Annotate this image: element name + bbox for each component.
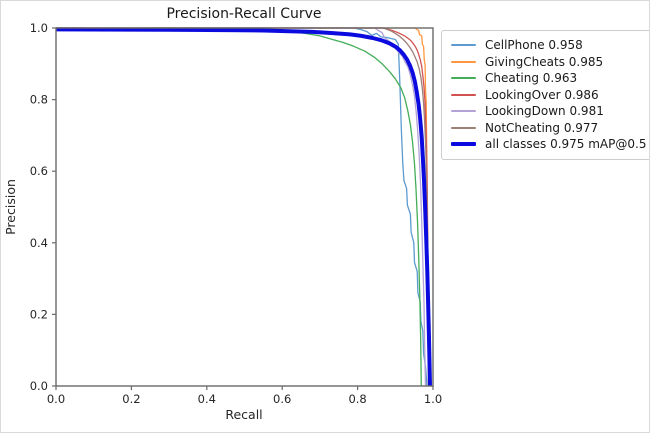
tick-label: 0.4 — [30, 236, 48, 250]
tick-label: 0.6 — [273, 392, 291, 406]
legend-item: LookingOver 0.986 — [451, 87, 646, 104]
tick-label: 0.2 — [122, 392, 140, 406]
legend-item: LookingDown 0.981 — [451, 103, 646, 120]
tick-label: 0.0 — [30, 379, 48, 393]
curve-givingcheats — [56, 27, 430, 387]
x-axis-label: Recall — [225, 407, 262, 422]
x-axis-ticks: 0.0 0.2 0.4 0.6 0.8 1.0 — [47, 386, 442, 406]
legend-label: NotCheating 0.977 — [485, 120, 599, 135]
tick-label: 1.0 — [30, 21, 48, 35]
curve-lookingover — [56, 27, 430, 387]
tick-label: 0.4 — [198, 392, 216, 406]
tick-label: 0.8 — [348, 392, 366, 406]
legend-line-swatch — [451, 126, 476, 129]
curve-lookingdown — [56, 27, 427, 387]
legend-line-swatch — [451, 142, 476, 147]
tick-label: 0.8 — [30, 93, 48, 107]
legend-label: all classes 0.975 mAP@0.5 — [485, 137, 647, 152]
legend-label: CellPhone 0.958 — [485, 38, 583, 53]
tick-label: 0.6 — [30, 164, 48, 178]
legend-item: GivingCheats 0.985 — [451, 54, 646, 71]
tick-label: 0.2 — [30, 307, 48, 321]
legend-item: all classes 0.975 mAP@0.5 — [451, 136, 646, 153]
legend-label: LookingDown 0.981 — [485, 104, 604, 119]
curves-layer — [55, 27, 432, 387]
curve-cellphone — [56, 27, 428, 387]
tick-label: 1.0 — [424, 392, 442, 406]
legend-line-swatch — [451, 93, 476, 96]
legend: CellPhone 0.958 GivingCheats 0.985 Cheat… — [441, 30, 649, 160]
y-axis-label: Precision — [3, 179, 18, 235]
legend-item: CellPhone 0.958 — [451, 37, 646, 54]
chart-title: Precision-Recall Curve — [166, 6, 321, 22]
curve-notcheating — [56, 27, 430, 387]
curve-cheating — [56, 27, 422, 387]
legend-label: Cheating 0.963 — [485, 71, 578, 86]
plot-frame — [55, 27, 434, 387]
legend-label: GivingCheats 0.985 — [485, 54, 604, 69]
legend-item: NotCheating 0.977 — [451, 120, 646, 137]
legend-line-swatch — [451, 44, 476, 47]
legend-item: Cheating 0.963 — [451, 70, 646, 87]
legend-line-swatch — [451, 110, 476, 113]
legend-line-swatch — [451, 77, 476, 80]
y-axis-ticks: 0.0 0.2 0.4 0.6 0.8 1.0 — [30, 21, 56, 393]
curve-all — [55, 27, 432, 387]
legend-label: LookingOver 0.986 — [485, 87, 599, 102]
tick-label: 0.0 — [47, 392, 65, 406]
legend-line-swatch — [451, 60, 476, 63]
